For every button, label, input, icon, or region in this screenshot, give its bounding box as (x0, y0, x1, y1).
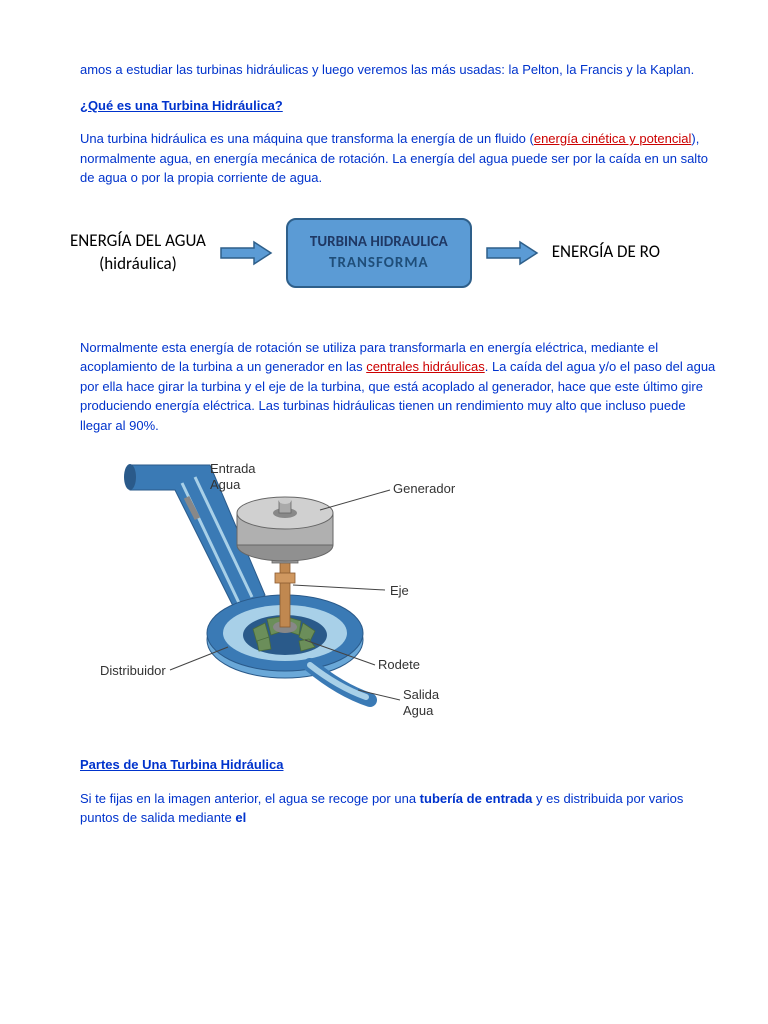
label-energia-agua: ENERGÍA DEL AGUA (hidráulica) (70, 230, 206, 274)
box-line2: TRANSFORMA (310, 253, 448, 274)
para-definicion: Una turbina hidráulica es una máquina qu… (80, 129, 718, 188)
link-centrales[interactable]: centrales hidráulicas (366, 359, 485, 374)
label-entrada-agua: Entrada Agua (210, 461, 256, 492)
para-generador: Normalmente esta energía de rotación se … (80, 338, 718, 436)
heading-partes: Partes de Una Turbina Hidráulica (80, 755, 718, 775)
arrow-icon (216, 238, 276, 268)
intro-text: amos a estudiar las turbinas hidráulicas… (80, 60, 718, 80)
arrow-icon (482, 238, 542, 268)
label-generador: Generador (393, 479, 455, 499)
link-energia-cinetica[interactable]: energía cinética y potencial (534, 131, 692, 146)
label-eje: Eje (390, 581, 409, 601)
p3-bold1: tubería de entrada (420, 791, 533, 806)
diagram-energy-flow: ENERGÍA DEL AGUA (hidráulica) TURBINA HI… (70, 218, 718, 288)
label-energia-agua-l1: ENERGÍA DEL AGUA (70, 230, 206, 251)
p3-a: Si te fijas en la imagen anterior, el ag… (80, 791, 420, 806)
heading-que-es: ¿Qué es una Turbina Hidráulica? (80, 96, 718, 116)
label-salida-agua: Salida Agua (403, 687, 439, 718)
diagram-turbine-parts: Entrada Agua Generador Eje Distribuidor … (110, 455, 510, 735)
label-distribuidor: Distribuidor (100, 661, 166, 681)
label-rodete: Rodete (378, 655, 420, 675)
p3-bold2: el (235, 810, 246, 825)
label-energia-rotacion: ENERGÍA DE RO (552, 241, 660, 263)
para-partes: Si te fijas en la imagen anterior, el ag… (80, 789, 718, 828)
label-energia-agua-l2: (hidráulica) (99, 253, 177, 274)
box-turbina: TURBINA HIDRAULICA TRANSFORMA (286, 218, 472, 288)
para1-a: Una turbina hidráulica es una máquina qu… (80, 131, 534, 146)
box-line1: TURBINA HIDRAULICA (310, 232, 448, 253)
